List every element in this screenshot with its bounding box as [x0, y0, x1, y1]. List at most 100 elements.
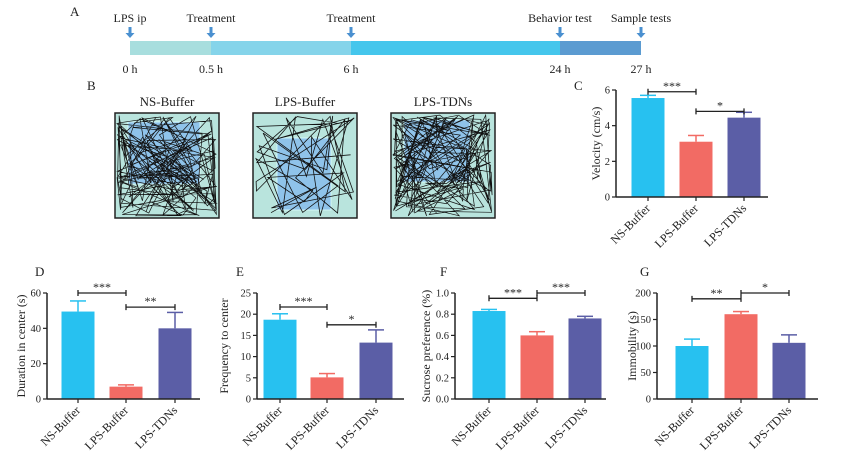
y-tick-label: 40	[31, 324, 42, 335]
bar-lps-buffer	[724, 314, 758, 399]
y-tick-label: 0.6	[436, 331, 449, 342]
event-label: Treatment	[327, 11, 377, 25]
x-tick-label: NS-Buffer	[240, 403, 286, 449]
bar-lps-tdns	[359, 342, 393, 399]
bar-ns-buffer	[61, 311, 95, 399]
y-tick-label: 6	[605, 86, 610, 97]
arrow-down-icon	[346, 27, 356, 38]
y-tick-label: 100	[635, 342, 651, 353]
y-tick-label: 50	[641, 368, 652, 379]
x-tick-label: NS-Buffer	[608, 201, 654, 247]
arena-title: NS-Buffer	[140, 94, 195, 109]
significance-bracket	[740, 290, 790, 296]
time-label: 27 h	[631, 62, 652, 76]
y-axis-label: Duration in center (s)	[14, 295, 28, 398]
x-tick-label: LPS-Buffer	[82, 403, 131, 452]
time-label: 6 h	[344, 62, 359, 76]
panel-label-e: E	[236, 264, 244, 279]
bar-ns-buffer	[472, 311, 506, 399]
panel-label-b: B	[87, 78, 96, 93]
bar-lps-buffer	[310, 377, 344, 399]
chart-panel-g: G NS-Buffer LPS-Buffer LPS-TDNs 0 50 100 150 200…	[625, 264, 818, 453]
x-tick-label: LPS-TDNs	[132, 403, 180, 451]
bar-ns-buffer	[263, 319, 297, 399]
arrow-down-icon	[206, 27, 216, 38]
significance-bracket	[326, 321, 377, 328]
significance-bracket	[77, 290, 127, 296]
y-tick-label: 0	[605, 193, 610, 204]
y-tick-label: 0.4	[436, 352, 450, 363]
significance-label: *	[762, 280, 768, 294]
arena-border	[252, 112, 358, 219]
y-tick-label: 0.2	[436, 373, 449, 384]
y-tick-label: 20	[241, 310, 252, 321]
panel-label-g: G	[640, 264, 649, 279]
x-tick-label: LPS-TDNs	[701, 201, 749, 249]
arena-border	[114, 112, 220, 219]
y-axis-label: Velocity (cm/s)	[589, 107, 603, 181]
significance-bracket	[536, 290, 586, 296]
bar-ns-buffer	[631, 98, 665, 197]
significance-label: *	[717, 98, 723, 112]
trajectory-trace	[392, 113, 493, 217]
time-label: 0.5 h	[199, 62, 223, 76]
event-label: Treatment	[187, 11, 237, 25]
timeline-segment	[560, 41, 641, 55]
y-tick-label: 2	[605, 157, 610, 168]
timeline-segment	[211, 41, 351, 55]
y-tick-label: 20	[31, 359, 42, 370]
significance-bracket	[691, 295, 742, 302]
timeline-segment	[351, 41, 560, 55]
trajectory-trace	[255, 115, 355, 217]
significance-bracket	[695, 108, 745, 115]
event-label: LPS ip	[113, 11, 146, 25]
significance-label: ***	[552, 280, 570, 294]
panel-label-c: C	[574, 78, 583, 93]
y-tick-label: 1.0	[436, 289, 449, 300]
time-label: 24 h	[550, 62, 571, 76]
arena-title: LPS-TDNs	[414, 94, 473, 109]
y-axis-label: Immobility (s)	[625, 311, 639, 381]
arrow-down-icon	[636, 27, 646, 38]
y-axis-label: Sucrose preference (%)	[419, 290, 433, 403]
arena-border	[390, 112, 496, 219]
y-tick-label: 200	[635, 289, 651, 300]
x-tick-label: LPS-Buffer	[652, 201, 701, 250]
y-tick-label: 5	[246, 373, 251, 384]
bar-lps-tdns	[772, 342, 806, 399]
y-tick-label: 10	[241, 352, 252, 363]
y-tick-label: 0.0	[436, 395, 449, 406]
significance-bracket	[488, 295, 538, 302]
y-tick-label: 25	[241, 289, 252, 300]
significance-bracket	[647, 88, 697, 95]
y-tick-label: 15	[241, 331, 252, 342]
panel-b-open-field: B NS-Buffer LPS-Buffer LPS-TDNs	[87, 78, 496, 219]
timeline-segment	[130, 41, 211, 55]
bar-ns-buffer	[675, 346, 709, 399]
panel-label-a: A	[70, 4, 80, 19]
y-axis-label: Frequency to center	[217, 298, 231, 393]
y-tick-label: 0	[36, 395, 41, 406]
significance-label: *	[349, 312, 355, 326]
x-tick-label: LPS-TDNs	[542, 403, 590, 451]
significance-label: ***	[663, 79, 681, 93]
x-tick-label: LPS-TDNs	[333, 403, 381, 451]
bar-lps-buffer	[520, 335, 554, 399]
arrow-down-icon	[555, 27, 565, 38]
bar-lps-tdns	[158, 328, 192, 399]
significance-label: **	[145, 294, 157, 308]
y-tick-label: 4	[605, 121, 611, 132]
bar-lps-buffer	[109, 386, 143, 399]
y-tick-label: 150	[635, 315, 651, 326]
bar-lps-tdns	[727, 117, 761, 197]
panel-label-d: D	[35, 264, 44, 279]
x-tick-label: NS-Buffer	[449, 403, 495, 449]
bar-lps-tdns	[568, 318, 602, 399]
x-tick-label: NS-Buffer	[652, 403, 698, 449]
significance-label: ***	[504, 285, 522, 299]
